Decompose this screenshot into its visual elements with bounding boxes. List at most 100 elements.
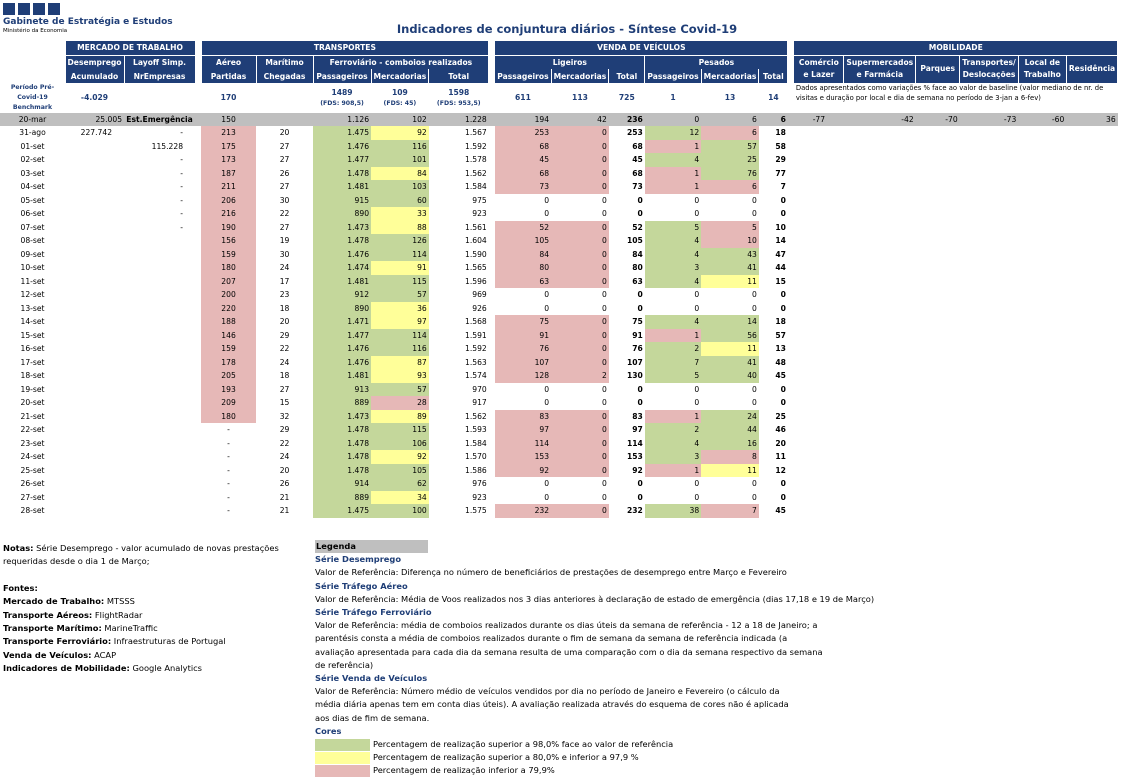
cell-lig-mercadorias: 0 [551, 234, 609, 248]
cell-layoff [124, 423, 195, 437]
cell-pes-passageiros: 12 [644, 126, 702, 140]
header-fer-total: Total [428, 69, 490, 83]
notes-section: Notas: Série Desemprego - valor acumulad… [3, 542, 303, 676]
fonte-item: Venda de Veículos: ACAP [3, 649, 303, 662]
cell-pes-passageiros: 1 [644, 139, 702, 153]
benchmark-desemprego: -4.029 [80, 93, 109, 102]
cell-aereo: 146 [201, 328, 257, 342]
cell-supermercados: -42 [843, 113, 916, 126]
legend-red: Percentagem de realização inferior a 79,… [315, 764, 885, 778]
cell-lig-passageiros: 83 [494, 409, 552, 423]
cell-layoff [124, 329, 195, 343]
table-row: 28-set -21 1.475 100 1.575 232 0 232 38 7 45 [0, 504, 1118, 518]
cell-lig-passageiros: 232 [494, 504, 552, 518]
cell-layoff [124, 315, 195, 329]
cell-layoff [124, 491, 195, 505]
cell-fer-passageiros: 913 [313, 382, 372, 396]
cell-fer-mercadorias: 97 [371, 315, 429, 329]
cell-fer-mercadorias: 62 [371, 477, 429, 491]
cell-date: 26-set [20, 479, 45, 489]
cell-layoff [124, 288, 195, 302]
cell-pes-total: 20 [775, 438, 786, 448]
cell-pes-passageiros: 0 [694, 384, 700, 394]
cell-pes-mercadorias: 5 [701, 220, 759, 234]
cell-layoff: - [180, 182, 184, 192]
cell-fer-passageiros: 914 [313, 477, 372, 491]
cell-maritimo: 32 [279, 411, 290, 421]
cell-layoff [124, 410, 195, 424]
legend-red-text: Percentagem de realização inferior a 79,… [373, 765, 555, 776]
notes-label: Notas: [3, 543, 34, 553]
cell-maritimo: 21 [279, 492, 290, 502]
cell-lig-total: 73 [632, 182, 643, 192]
cell-pes-passageiros: 3 [644, 450, 702, 464]
benchmark-fer-total: 1598 (FDS: 953,5) [429, 83, 489, 113]
cell-layoff: - [180, 155, 184, 165]
cell-transportes: -73 [959, 113, 1019, 126]
cell-desemprego [65, 437, 124, 451]
cell-aereo: - [227, 479, 230, 489]
cell-layoff [124, 275, 195, 289]
cell-lig-passageiros: 80 [494, 261, 552, 275]
cell-lig-total: 63 [632, 276, 643, 286]
cell-fer-total: 1.592 [465, 344, 487, 354]
cell-pes-total: 0 [780, 303, 786, 313]
cell-pes-mercadorias: 76 [701, 166, 759, 180]
cell-maritimo: 19 [279, 236, 290, 246]
cell-lig-mercadorias: 0 [551, 423, 609, 437]
cell-maritimo: 18 [279, 303, 290, 313]
cell-lig-passageiros: 105 [494, 234, 552, 248]
cell-lig-passageiros: 0 [544, 398, 550, 408]
cell-fer-total: 1.575 [465, 506, 487, 516]
benchmark-pes-total: 14 [768, 93, 779, 102]
cell-fer-passageiros: 1.478 [313, 436, 372, 450]
cell-pes-mercadorias: 6 [701, 180, 759, 194]
header-spacer [488, 69, 495, 83]
cell-date: 14-set [20, 317, 45, 327]
cell-lig-total: 45 [632, 155, 643, 165]
cell-lig-passageiros: 97 [494, 423, 552, 437]
cell-pes-total: 18 [775, 317, 786, 327]
cell-pes-passageiros: 0 [694, 398, 700, 408]
cell-lig-total: 153 [626, 452, 643, 462]
benchmark-fer-passageiros: 1489 (FDS: 908,5) [313, 83, 371, 113]
cell-maritimo: 18 [279, 371, 290, 381]
header-acumulado: Acumulado [64, 69, 125, 83]
cell-aereo: 216 [201, 207, 257, 221]
cell-fer-total: 969 [472, 290, 487, 300]
cell-desemprego [65, 396, 124, 410]
cell-date: 25-set [20, 465, 45, 475]
cell-pes-passageiros: 5 [644, 220, 702, 234]
benchmark-value: 1489 [331, 87, 353, 97]
cell-fer-mercadorias: 84 [371, 166, 429, 180]
cell-layoff [124, 464, 195, 478]
benchmark-pes-passageiros: 1 [670, 93, 676, 102]
cell-fer-mercadorias: 114 [371, 328, 429, 342]
legend-yellow: Percentagem de realização superior a 80,… [315, 751, 885, 764]
cell-pes-mercadorias: 0 [752, 195, 757, 205]
fonte-value: ACAP [94, 649, 117, 660]
cell-fer-passageiros: 1.481 [313, 180, 372, 194]
cell-desemprego [65, 383, 124, 397]
cell-date: 10-set [20, 263, 45, 273]
green-swatch [315, 738, 370, 751]
cell-fer-passageiros: 1.477 [313, 328, 372, 342]
cell-spacer [488, 113, 495, 126]
table-row: 12-set 200 23 912 57 969 0 0 0 0 0 0 [0, 288, 1118, 302]
cell-lig-total: 0 [637, 195, 643, 205]
cell-lig-passageiros: 84 [494, 247, 552, 261]
header-spacer [488, 55, 495, 69]
cell-pes-mercadorias: 40 [701, 369, 759, 383]
header-comercio: Comércio e Lazer [793, 55, 845, 83]
cell-fer-mercadorias: 60 [371, 193, 429, 207]
cell-fer-mercadorias: 36 [371, 301, 429, 315]
cell-fer-mercadorias: 100 [371, 504, 429, 518]
cell-lig-total: 83 [632, 411, 643, 421]
cell-aereo: 220 [201, 301, 257, 315]
cell-lig-total: 80 [632, 263, 643, 273]
cell-desemprego: 25.005 [65, 113, 125, 126]
table-row: 08-set 156 19 1.478 126 1.604 105 0 105 4 10 14 [0, 234, 1118, 248]
table-row: 11-set 207 17 1.481 115 1.596 63 0 63 4 11 15 [0, 274, 1118, 289]
cell-pes-mercadorias: 14 [701, 315, 759, 329]
cell-fer-mercadorias: 57 [371, 288, 429, 302]
